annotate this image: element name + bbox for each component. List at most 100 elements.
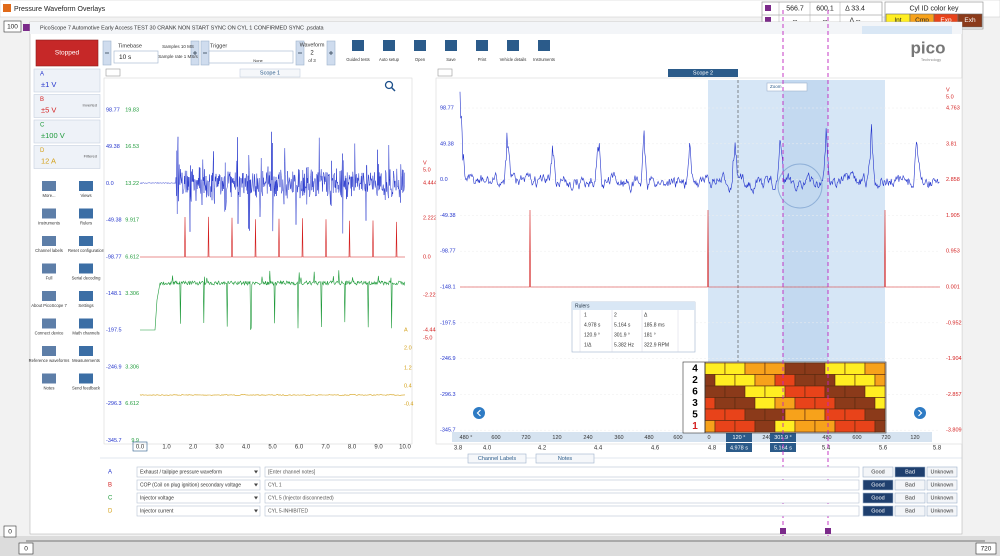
rating-button[interactable] [862,466,894,478]
zoom-box[interactable] [766,82,808,92]
rating-button[interactable] [862,492,894,504]
toolbar-icon[interactable] [507,40,519,51]
rating-button[interactable] [894,492,926,504]
bottom-tab[interactable] [535,453,595,464]
rating-label[interactable]: Bad [905,469,915,475]
toolbar-button[interactable]: Instruments [533,57,555,62]
toolbar-icon[interactable] [352,40,364,51]
rating-label[interactable]: Good [871,508,884,514]
tool-label[interactable]: Views [80,193,91,198]
tool-icon[interactable] [42,208,56,219]
tool-icon[interactable] [79,181,93,191]
scope2-tab-label[interactable]: Scope 2 [693,70,713,76]
cursor-handle[interactable] [825,528,831,534]
tool-icon[interactable] [42,181,56,191]
toolbar-button[interactable]: Save [446,57,456,62]
rating-button[interactable] [926,466,958,478]
toolbar-icon[interactable] [414,40,426,51]
nav-button[interactable] [473,407,485,419]
tool-icon[interactable] [42,291,56,301]
stop-label[interactable]: Stopped [55,50,80,57]
rating-label[interactable]: Good [871,469,884,475]
scope1-tab[interactable] [239,68,301,78]
rating-button[interactable] [894,466,926,478]
tool-icon[interactable] [79,291,93,301]
name-dropdown[interactable] [136,479,261,491]
rating-label[interactable]: Bad [905,495,915,501]
tool-label[interactable]: Notes [44,386,55,391]
channel-button[interactable] [33,68,101,93]
name-dropdown[interactable] [136,492,261,504]
rating-label[interactable]: Good [871,495,884,501]
toolbar-button[interactable]: Open [415,57,426,62]
toolbar-icon[interactable] [538,40,550,51]
notes-field[interactable] [264,505,860,517]
bottom-tab-label[interactable]: Channel Labels [478,456,516,462]
tool-icon[interactable] [42,263,56,274]
name-dropdown[interactable] [136,466,261,478]
rating-label[interactable]: Unknown [931,469,954,475]
tool-label[interactable]: Channel labels [35,248,63,253]
rating-button[interactable] [926,479,958,491]
toolbar-button[interactable]: Guided tests [346,57,370,62]
tool-label[interactable]: Send feedback [72,386,101,391]
tool-label[interactable]: Full [46,276,53,281]
tool-icon[interactable] [79,208,93,219]
bottom-tab[interactable] [467,453,527,464]
channel-button[interactable] [33,145,101,169]
toolbar-icon[interactable] [445,40,457,51]
tool-icon[interactable] [79,373,93,384]
tool-label[interactable]: Reset configuration [68,248,105,253]
notes-field[interactable] [264,479,860,491]
rating-button[interactable] [926,492,958,504]
bottom-tab-label[interactable]: Notes [558,456,573,462]
rating-label[interactable]: Unknown [931,495,954,501]
tool-label[interactable]: Reference waveforms [29,358,70,363]
rating-label[interactable]: Unknown [931,508,954,514]
toolbar-icon[interactable] [383,40,395,51]
tool-icon[interactable] [42,236,56,246]
channel-button[interactable] [33,94,101,118]
rating-label[interactable]: Unknown [931,482,954,488]
stop-button[interactable] [35,39,99,67]
rating-button[interactable] [862,479,894,491]
trigger-field[interactable] [208,50,294,64]
tool-icon[interactable] [79,236,93,246]
toolbar-button[interactable]: Vehicle details [500,57,527,62]
rating-label[interactable]: Bad [905,482,915,488]
rating-label[interactable]: Good [871,482,884,488]
tool-icon[interactable] [79,346,93,356]
timebase-field[interactable] [113,50,159,64]
tool-label[interactable]: Settings [78,303,93,308]
tool-icon[interactable] [79,318,93,329]
tool-label[interactable]: More... [42,193,55,198]
rating-button[interactable] [926,505,958,517]
tool-label[interactable]: About PicoScope 7 [31,303,67,308]
tool-label[interactable]: Serial decoding [72,276,102,281]
tool-icon[interactable] [79,263,93,274]
rating-button[interactable] [862,505,894,517]
zoom-icon[interactable] [384,80,394,90]
tool-icon[interactable] [42,373,56,384]
tool-label[interactable]: Measurements [72,358,100,363]
toolbar-icon[interactable] [476,40,488,51]
channel-button[interactable] [33,119,101,144]
rating-button[interactable] [894,479,926,491]
name-dropdown[interactable] [136,505,261,517]
tool-label[interactable]: Instruments [38,221,60,226]
tool-label[interactable]: Math channels [72,331,99,336]
tool-label[interactable]: Rulers [80,221,92,226]
rating-label[interactable]: Bad [905,508,915,514]
nav-button[interactable] [914,407,926,419]
toolbar-button[interactable]: Print [478,57,487,62]
tool-icon[interactable] [42,346,56,356]
tool-label[interactable]: Connect device [35,331,65,336]
toolbar-button[interactable]: Auto setup [379,57,400,62]
cursor-handle[interactable] [780,528,786,534]
scope1-tab-label[interactable]: Scope 1 [260,70,280,76]
scope2-tab[interactable] [668,69,738,77]
notes-field[interactable] [264,466,860,478]
notes-field[interactable] [264,492,860,504]
rating-button[interactable] [894,505,926,517]
tool-icon[interactable] [42,318,56,329]
